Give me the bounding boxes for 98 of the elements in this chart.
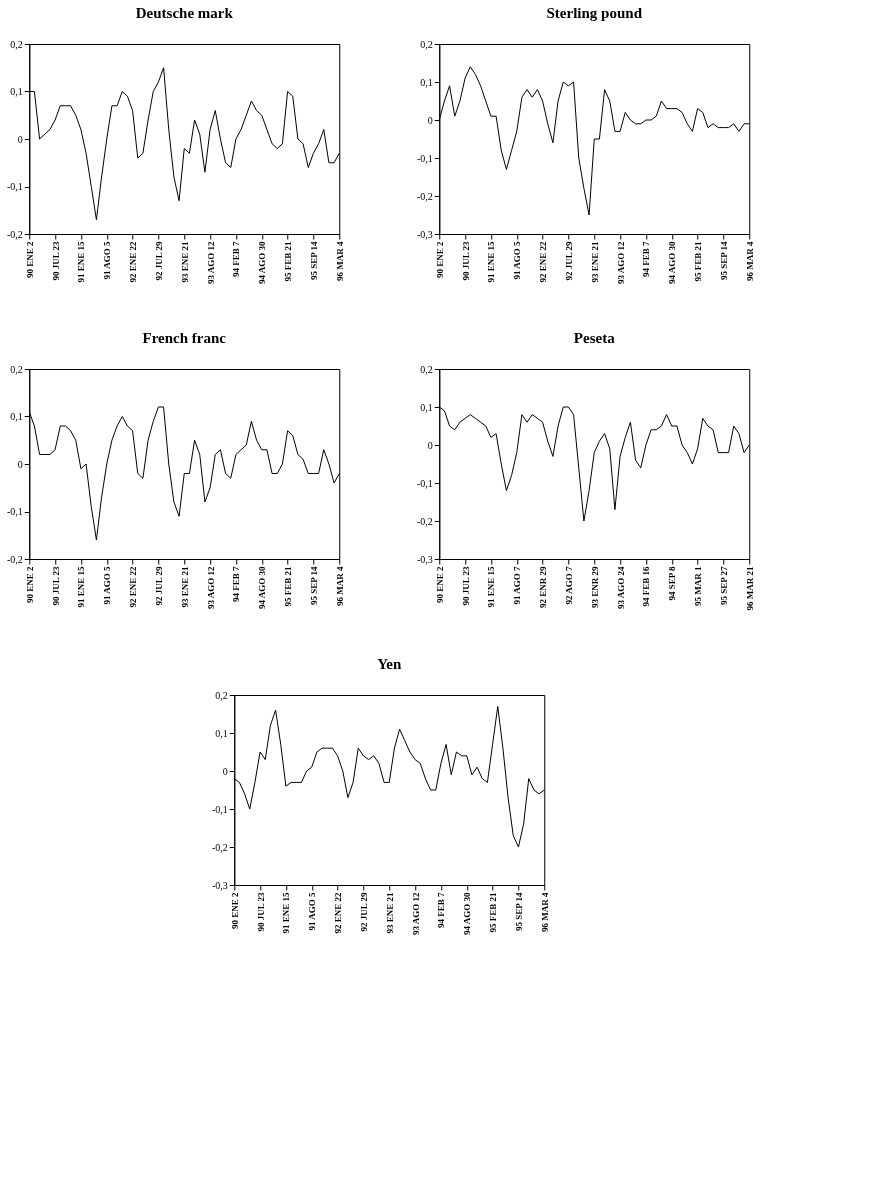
x-tick-label: 91 ENE 15: [486, 241, 497, 283]
x-tick-label: 91 ENE 15: [486, 566, 497, 608]
x-tick-label: 95 SEP 27: [718, 566, 729, 606]
y-tick-label: 0,2: [10, 363, 23, 375]
x-tick-label: 92 JUL 29: [153, 241, 164, 281]
x-tick-label: 93 ENR 29: [589, 566, 600, 609]
y-tick-label: 0,2: [420, 363, 433, 375]
y-tick-label: -0,3: [211, 879, 228, 891]
chart-title: Deutsche mark: [135, 5, 234, 21]
x-tick-label: 94 AGO 30: [462, 892, 473, 936]
x-tick-label: 92 ENE 22: [128, 241, 139, 283]
y-tick-label: -0,2: [416, 515, 433, 527]
y-tick-label: -0,1: [6, 181, 23, 192]
x-tick-label: 92 ENE 22: [333, 892, 344, 934]
y-tick-label: 0,1: [10, 411, 23, 422]
y-tick-label: -0,3: [416, 553, 433, 565]
y-tick-label: -0,1: [416, 152, 433, 164]
y-tick-label: 0,1: [215, 727, 228, 739]
x-tick-label: 90 ENE 2: [434, 566, 445, 604]
x-tick-label: 92 AGO 7: [563, 566, 574, 605]
x-tick-label: 90 ENE 2: [24, 566, 35, 604]
chart-title: Sterling pound: [546, 5, 643, 21]
x-tick-label: 93 AGO 24: [615, 566, 626, 610]
x-tick-label: 95 SEP 14: [513, 892, 524, 932]
x-tick-label: 91 ENE 15: [76, 566, 87, 608]
x-tick-label: 91 AGO 5: [512, 241, 523, 280]
x-tick-label: 93 ENE 21: [589, 241, 600, 283]
chart-title: Yen: [377, 656, 402, 672]
x-tick-label: 90 ENE 2: [434, 241, 445, 279]
x-tick-label: 90 JUL 23: [255, 892, 266, 932]
x-tick-label: 95 SEP 14: [308, 241, 319, 281]
x-tick-label: 94 FEB 7: [231, 241, 242, 278]
x-tick-label: 91 AGO 5: [102, 241, 113, 280]
y-tick-label: 0,1: [420, 401, 433, 413]
x-tick-label: 90 ENE 2: [24, 241, 35, 279]
x-tick-label: 94 FEB 7: [436, 892, 447, 929]
y-tick-label: -0,3: [416, 228, 433, 240]
x-tick-label: 93 AGO 12: [205, 241, 216, 285]
y-tick-label: 0: [427, 439, 433, 451]
x-tick-label: 91 AGO 5: [102, 566, 113, 605]
x-tick-label: 91 ENE 15: [281, 892, 292, 934]
x-tick-label: 94 FEB 7: [641, 241, 652, 278]
x-tick-label: 92 JUL 29: [563, 241, 574, 281]
x-tick-label: 96 MAR 21: [744, 566, 755, 611]
x-tick-label: 92 ENE 22: [538, 241, 549, 283]
x-tick-label: 93 AGO 12: [410, 892, 421, 936]
x-tick-label: 92 JUL 29: [153, 566, 164, 606]
x-tick-label: 93 ENE 21: [179, 241, 190, 283]
x-tick-label: 95 FEB 21: [283, 566, 294, 607]
y-tick-label: 0,2: [215, 689, 228, 701]
x-tick-label: 93 ENE 21: [384, 892, 395, 934]
x-tick-label: 90 JUL 23: [460, 566, 471, 606]
y-tick-label: 0: [427, 114, 433, 126]
x-tick-label: 93 ENE 21: [179, 566, 190, 608]
x-tick-label: 95 MAR 1: [693, 566, 704, 606]
x-tick-label: 96 MAR 4: [334, 566, 345, 606]
x-tick-label: 90 JUL 23: [50, 566, 61, 606]
y-tick-label: -0,2: [416, 190, 433, 202]
y-tick-label: 0: [17, 133, 23, 145]
y-tick-label: 0,2: [10, 38, 23, 50]
x-tick-label: 94 AGO 30: [667, 241, 678, 285]
y-tick-label: 0,1: [420, 76, 433, 88]
chart-title: Peseta: [573, 330, 616, 346]
y-tick-label: 0: [222, 765, 228, 777]
x-tick-label: 91 AGO 5: [307, 892, 318, 931]
y-tick-label: 0,2: [420, 38, 433, 50]
x-tick-label: 95 FEB 21: [488, 892, 499, 933]
x-tick-label: 95 FEB 21: [693, 241, 704, 282]
x-tick-label: 96 MAR 4: [744, 241, 755, 281]
x-tick-label: 94 FEB 16: [641, 566, 652, 607]
chart-title: French franc: [142, 330, 227, 346]
x-tick-label: 94 AGO 30: [257, 566, 268, 610]
x-tick-label: 94 SEP 8: [667, 566, 678, 601]
x-tick-label: 94 AGO 30: [257, 241, 268, 285]
x-tick-label: 95 SEP 14: [308, 566, 319, 606]
y-tick-label: -0,1: [6, 506, 23, 517]
x-tick-label: 95 SEP 14: [718, 241, 729, 281]
y-tick-label: -0,2: [211, 841, 228, 853]
y-tick-label: 0,1: [10, 86, 23, 97]
x-tick-label: 92 ENE 22: [128, 566, 139, 608]
y-tick-label: -0,1: [211, 803, 228, 815]
x-tick-label: 91 ENE 15: [76, 241, 87, 283]
x-tick-label: 93 AGO 12: [615, 241, 626, 285]
x-tick-label: 95 FEB 21: [283, 241, 294, 282]
x-tick-label: 96 MAR 4: [539, 892, 550, 932]
y-tick-label: -0,2: [6, 553, 23, 565]
x-tick-label: 90 ENE 2: [229, 892, 240, 930]
x-tick-label: 93 AGO 12: [205, 566, 216, 610]
x-tick-label: 96 MAR 4: [334, 241, 345, 281]
x-tick-label: 92 JUL 29: [358, 892, 369, 932]
x-tick-label: 94 FEB 7: [231, 566, 242, 603]
x-tick-label: 90 JUL 23: [460, 241, 471, 281]
x-tick-label: 90 JUL 23: [50, 241, 61, 281]
y-tick-label: -0,1: [416, 477, 433, 489]
y-tick-label: 0: [17, 458, 23, 470]
x-tick-label: 92 ENR 29: [538, 566, 549, 609]
y-tick-label: -0,2: [6, 228, 23, 240]
x-tick-label: 91 AGO 7: [512, 566, 523, 605]
